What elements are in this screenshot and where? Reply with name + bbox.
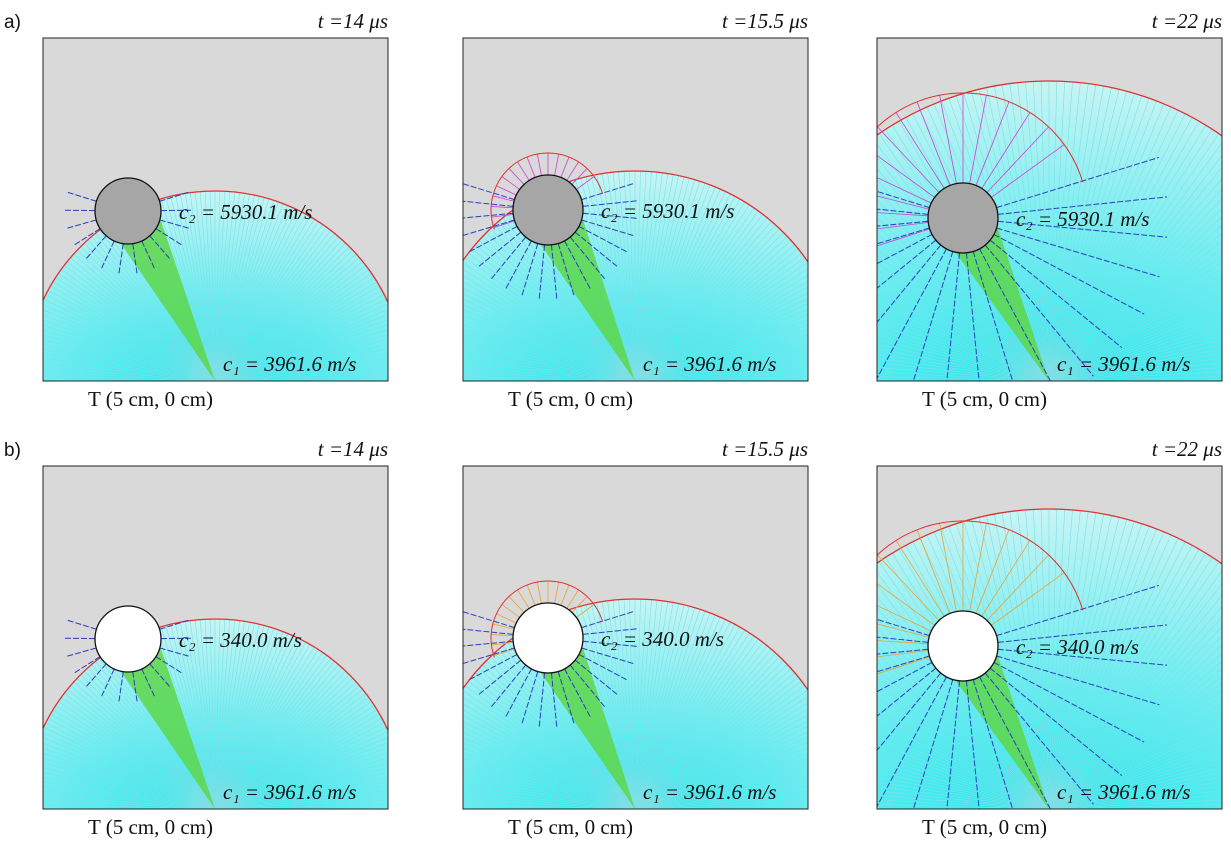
c2-label: c₂ = 5930.1 m/s [179,200,312,224]
time-label: t =14 μs [318,437,388,461]
source-label: T (5 cm, 0 cm) [508,387,633,411]
page: a) t =14 μs c₂ = 5930.1 m/s c₁ = 3961.6 m/s… [0,0,1231,842]
scatterer [928,183,998,253]
row-label: b) [4,440,21,461]
source-label: T (5 cm, 0 cm) [922,387,1047,411]
c1-label: c₁ = 3961.6 m/s [223,780,356,804]
scatterer [513,603,583,673]
c1-label: c₁ = 3961.6 m/s [643,352,776,376]
source-label: T (5 cm, 0 cm) [88,387,213,411]
row-label: a) [4,12,21,33]
time-label: t =22 μs [1152,9,1222,33]
c1-label: c₁ = 3961.6 m/s [223,352,356,376]
c2-label: c₂ = 340.0 m/s [179,628,302,652]
scatterer [95,178,161,244]
c2-label: c₂ = 5930.1 m/s [1016,207,1149,231]
c2-label: c₂ = 340.0 m/s [601,627,724,651]
c2-label: c₂ = 5930.1 m/s [601,199,734,223]
time-label: t =15.5 μs [722,9,808,33]
source-label: T (5 cm, 0 cm) [508,815,633,839]
scatterer [513,175,583,245]
figure: a) t =14 μs c₂ = 5930.1 m/s c₁ = 3961.6 m/s… [0,0,1231,842]
scatterer [95,606,161,672]
c1-label: c₁ = 3961.6 m/s [643,780,776,804]
c1-label: c₁ = 3961.6 m/s [1057,780,1190,804]
time-label: t =22 μs [1152,437,1222,461]
c1-label: c₁ = 3961.6 m/s [1057,352,1190,376]
source-label: T (5 cm, 0 cm) [922,815,1047,839]
time-label: t =15.5 μs [722,437,808,461]
time-label: t =14 μs [318,9,388,33]
c2-label: c₂ = 340.0 m/s [1016,635,1139,659]
source-label: T (5 cm, 0 cm) [88,815,213,839]
scatterer [928,611,998,681]
